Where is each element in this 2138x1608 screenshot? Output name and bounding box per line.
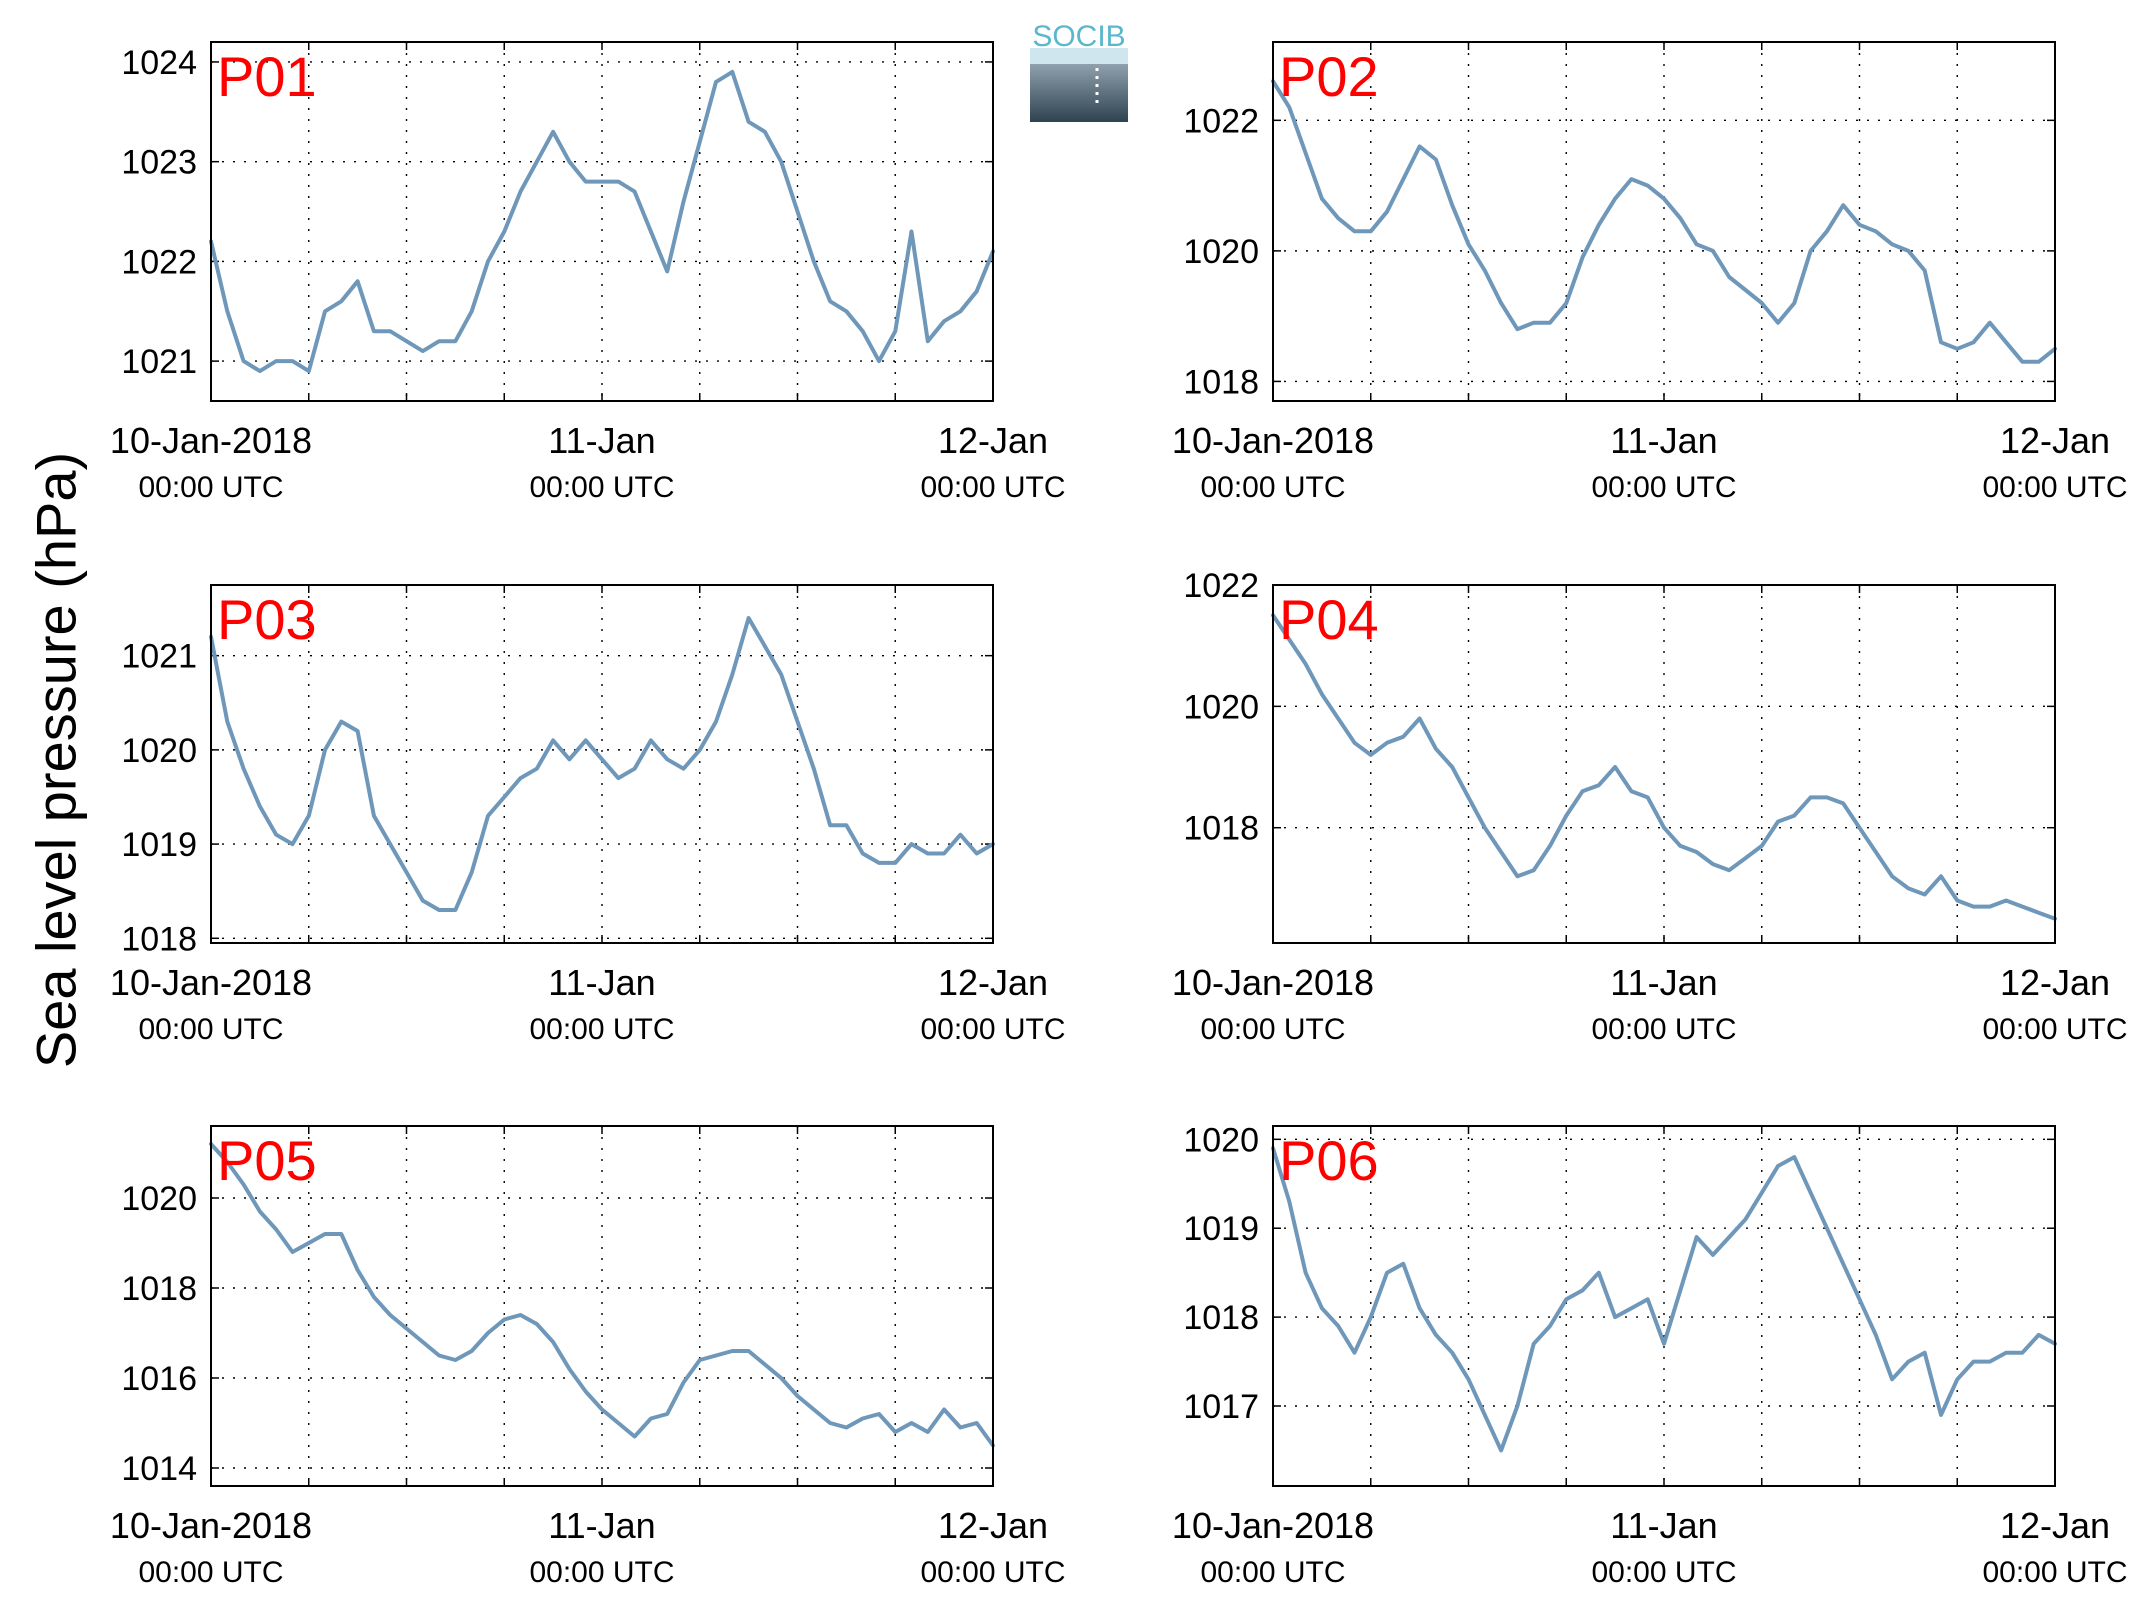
x-tick-sublabel: 00:00 UTC (138, 1556, 283, 1589)
series-line (1271, 79, 2057, 364)
y-tick-label: 1016 (121, 1360, 197, 1398)
x-tick-sublabel: 00:00 UTC (529, 1013, 674, 1046)
x-tick-sublabel: 00:00 UTC (1591, 471, 1736, 504)
x-tick-sublabel: 00:00 UTC (138, 1013, 283, 1046)
x-tick-sublabel: 00:00 UTC (1200, 471, 1345, 504)
y-tick-label: 1018 (1183, 810, 1259, 848)
y-axis-label: Sea level pressure (hPa) (24, 451, 88, 1069)
y-tick-label: 1020 (1183, 688, 1259, 726)
axes-box (1272, 584, 2056, 944)
series-line (1271, 1146, 2057, 1453)
socib-logo: SOCIB (1030, 20, 1128, 122)
x-tick-label: 10-Jan-2018 (110, 420, 312, 461)
x-tick-label: 10-Jan-2018 (1172, 962, 1374, 1003)
x-tick-label: 10-Jan-2018 (1172, 1505, 1374, 1546)
x-tick-sublabel: 00:00 UTC (1591, 1556, 1736, 1589)
y-tick-label: 1024 (121, 44, 197, 82)
series-line (209, 69, 995, 374)
x-tick-label: 12-Jan (2000, 962, 2110, 1003)
series-line (1271, 613, 2057, 921)
x-tick-sublabel: 00:00 UTC (1982, 1556, 2127, 1589)
y-tick-label: 1018 (121, 920, 197, 958)
panel-p01: 1021 1022 1023 1024 P01 10-Jan-2018 00:00 UTC 1… (110, 41, 1066, 504)
x-tick-sublabel: 00:00 UTC (1982, 1013, 2127, 1046)
y-tick-label: 1018 (121, 1270, 197, 1308)
panel-p06: 1017 1018 1019 1020 P06 10-Jan-2018 00:00 UTC 1… (1172, 1121, 2128, 1589)
x-tick-label: 11-Jan (548, 420, 655, 461)
y-tick-label: 1019 (1183, 1210, 1259, 1248)
y-tick-label: 1014 (121, 1450, 197, 1488)
x-tick-label: 10-Jan-2018 (1172, 420, 1374, 461)
x-tick-sublabel: 00:00 UTC (529, 1556, 674, 1589)
y-tick-label: 1017 (1183, 1388, 1259, 1426)
y-tick-label: 1022 (1183, 102, 1259, 140)
x-tick-sublabel: 00:00 UTC (1200, 1013, 1345, 1046)
x-tick-label: 11-Jan (548, 1505, 655, 1546)
x-tick-label: 10-Jan-2018 (110, 962, 312, 1003)
y-tick-label: 1018 (1183, 363, 1259, 401)
y-tick-label: 1020 (121, 732, 197, 770)
y-tick-label: 1021 (121, 638, 197, 676)
panel-p02: 1018 1020 1022 P02 10-Jan-2018 00:00 UTC 11-Ja… (1172, 41, 2128, 504)
y-tick-label: 1022 (121, 243, 197, 281)
panel-p04: 1018 1020 1022 P04 10-Jan-2018 00:00 UTC 11-Ja… (1172, 567, 2128, 1046)
y-tick-label: 1018 (1183, 1299, 1259, 1337)
panel-p05: 1014 1016 1018 1020 P05 10-Jan-2018 00:00 UTC 1… (110, 1125, 1066, 1589)
panel-p03: 1018 1019 1020 1021 P03 10-Jan-2018 00:00 UTC 1… (110, 584, 1066, 1046)
series-line (209, 616, 995, 912)
x-tick-sublabel: 00:00 UTC (1591, 1013, 1736, 1046)
y-tick-label: 1022 (1183, 567, 1259, 605)
x-tick-label: 12-Jan (2000, 420, 2110, 461)
y-tick-label: 1021 (121, 343, 197, 381)
x-tick-sublabel: 00:00 UTC (529, 471, 674, 504)
x-tick-label: 11-Jan (1610, 1505, 1717, 1546)
logo-text: SOCIB (1032, 20, 1125, 53)
y-tick-label: 1023 (121, 144, 197, 182)
axes-box (210, 584, 994, 944)
x-tick-label: 11-Jan (548, 962, 655, 1003)
y-tick-label: 1020 (121, 1180, 197, 1218)
y-tick-label: 1020 (1183, 233, 1259, 271)
series-line (209, 1142, 995, 1448)
x-tick-sublabel: 00:00 UTC (920, 471, 1065, 504)
x-tick-label: 12-Jan (938, 962, 1048, 1003)
panel-label: P02 (1279, 45, 1379, 108)
x-tick-sublabel: 00:00 UTC (920, 1013, 1065, 1046)
panel-label: P06 (1279, 1129, 1379, 1192)
x-tick-label: 12-Jan (938, 420, 1048, 461)
panel-label: P04 (1279, 588, 1379, 651)
x-tick-label: 12-Jan (2000, 1505, 2110, 1546)
axes-box (1272, 41, 2056, 402)
x-tick-sublabel: 00:00 UTC (138, 471, 283, 504)
x-tick-label: 11-Jan (1610, 962, 1717, 1003)
x-tick-sublabel: 00:00 UTC (1982, 471, 2127, 504)
y-tick-label: 1020 (1183, 1121, 1259, 1159)
x-tick-label: 11-Jan (1610, 420, 1717, 461)
panel-label: P05 (217, 1129, 317, 1192)
logo-gradient-block (1030, 64, 1128, 122)
x-tick-sublabel: 00:00 UTC (1200, 1556, 1345, 1589)
x-tick-sublabel: 00:00 UTC (920, 1556, 1065, 1589)
axes-box (210, 41, 994, 402)
x-tick-label: 10-Jan-2018 (110, 1505, 312, 1546)
panel-label: P03 (217, 588, 317, 651)
axes-box (210, 1125, 994, 1487)
panel-label: P01 (217, 45, 317, 108)
axes-box (1272, 1125, 2056, 1487)
y-tick-label: 1019 (121, 826, 197, 864)
x-tick-label: 12-Jan (938, 1505, 1048, 1546)
